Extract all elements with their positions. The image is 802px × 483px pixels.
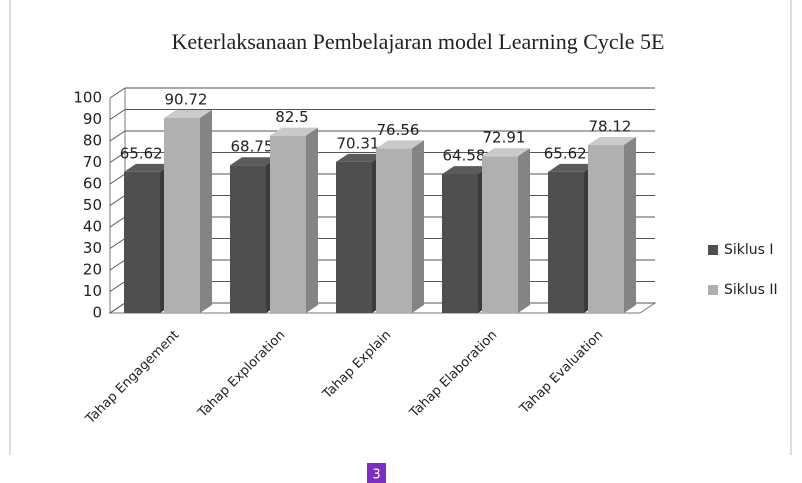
value-label: 64.58 xyxy=(443,147,486,165)
bar-top xyxy=(336,153,384,162)
y-tick-label: 20 xyxy=(83,261,102,279)
bar-top xyxy=(548,163,596,172)
bar xyxy=(124,163,172,313)
bar xyxy=(376,140,424,313)
bar-top xyxy=(230,157,278,166)
grid-side xyxy=(109,281,126,292)
y-tick-label: 40 xyxy=(83,218,102,236)
page-badge xyxy=(367,463,386,483)
value-label: 72.91 xyxy=(483,129,526,147)
chart-title: Keterlaksanaan Pembelajaran model Learni… xyxy=(172,29,665,54)
bar-front xyxy=(336,161,372,313)
bar-side xyxy=(412,140,424,313)
x-tick-label: Tahap Exploration xyxy=(195,328,289,422)
y-tick-label: 80 xyxy=(83,132,102,150)
grid-side xyxy=(109,238,126,249)
y-tick-label: 100 xyxy=(73,89,102,107)
legend-label: Siklus II xyxy=(724,282,778,298)
grid-side xyxy=(109,259,126,271)
y-tick-label: 50 xyxy=(83,196,102,214)
bar-front xyxy=(376,148,412,313)
bar-front xyxy=(482,156,518,313)
page-number: 3 xyxy=(372,468,380,483)
bar-top xyxy=(588,137,636,146)
x-tick-label: Tahap Engagement xyxy=(82,328,182,428)
bar-front xyxy=(442,174,478,313)
y-tick-label: 0 xyxy=(92,304,102,322)
bar-front xyxy=(548,171,584,313)
bar-front xyxy=(230,165,266,313)
grid-side xyxy=(109,87,126,99)
y-tick-label: 30 xyxy=(83,239,102,257)
grid-side xyxy=(109,109,126,120)
grid-side xyxy=(109,173,126,185)
bar-top xyxy=(124,163,172,172)
bar-front xyxy=(124,171,160,313)
grid-side xyxy=(109,130,126,142)
bar-top xyxy=(442,166,490,175)
legend-swatch xyxy=(708,285,718,295)
bar-top xyxy=(270,127,318,136)
bar xyxy=(548,163,596,313)
y-tick-label: 10 xyxy=(83,282,102,300)
y-tick-label: 90 xyxy=(83,110,102,128)
bar xyxy=(164,109,212,314)
legend-swatch xyxy=(708,245,718,255)
value-label: 82.5 xyxy=(275,108,308,126)
grid-side xyxy=(109,302,126,314)
bar-front xyxy=(588,145,624,313)
value-label: 68.75 xyxy=(231,138,274,156)
legend-label: Siklus I xyxy=(724,242,774,258)
value-label: 90.72 xyxy=(165,90,208,108)
x-tick-label: Tahap Elaboration xyxy=(407,328,501,422)
bar-front xyxy=(270,135,306,313)
bar-top xyxy=(164,109,212,118)
bar xyxy=(588,137,636,313)
y-tick-label: 60 xyxy=(83,175,102,193)
y-tick-label: 70 xyxy=(83,153,102,171)
bar-top xyxy=(376,140,424,149)
value-label: 78.12 xyxy=(589,118,632,136)
bar-front xyxy=(164,117,200,314)
grid-side xyxy=(109,152,126,163)
x-tick-label: Tahap Explain xyxy=(319,328,394,403)
grid-side xyxy=(109,216,126,228)
bar-side xyxy=(624,137,636,313)
bar-top xyxy=(482,148,530,157)
x-tick-label: Tahap Evaluation xyxy=(517,328,607,418)
bar xyxy=(482,148,530,313)
grid-side xyxy=(109,195,126,206)
value-label: 70.31 xyxy=(337,134,380,152)
bar-side xyxy=(518,148,530,313)
value-label: 76.56 xyxy=(377,121,420,139)
value-label: 65.625 xyxy=(544,144,597,162)
bar-side xyxy=(200,109,212,314)
bar-side xyxy=(306,127,318,313)
value-label: 65.625 xyxy=(120,144,173,162)
bar xyxy=(270,127,318,313)
